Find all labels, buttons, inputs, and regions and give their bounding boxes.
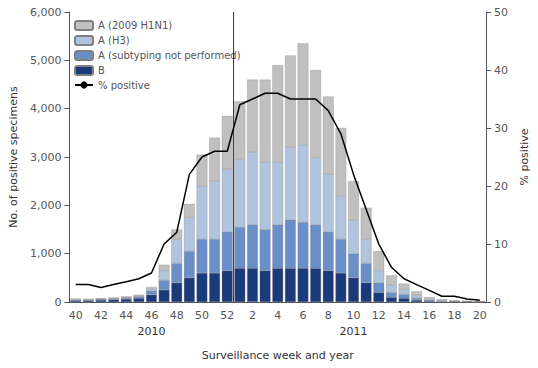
svg-text:5,000: 5,000 (30, 54, 62, 67)
svg-text:2011: 2011 (340, 325, 368, 338)
svg-text:1,000: 1,000 (30, 247, 62, 260)
svg-text:3,000: 3,000 (30, 151, 62, 164)
svg-text:10: 10 (494, 238, 508, 251)
svg-text:40: 40 (69, 309, 83, 322)
svg-text:50: 50 (494, 6, 508, 19)
svg-text:48: 48 (170, 309, 184, 322)
svg-text:8: 8 (325, 309, 332, 322)
svg-text:B: B (98, 65, 105, 76)
svg-text:6: 6 (300, 309, 307, 322)
svg-text:A (2009 H1N1): A (2009 H1N1) (98, 20, 172, 31)
svg-text:20: 20 (494, 180, 508, 193)
svg-text:Surveillance week and year: Surveillance week and year (202, 349, 355, 362)
svg-text:4,000: 4,000 (30, 102, 62, 115)
svg-text:No. of positive specimens: No. of positive specimens (7, 86, 20, 228)
svg-text:6,000: 6,000 (30, 6, 62, 19)
svg-text:18: 18 (448, 309, 462, 322)
svg-text:A (subtyping not performed): A (subtyping not performed) (98, 50, 241, 61)
svg-text:0: 0 (494, 296, 501, 309)
svg-text:4: 4 (274, 309, 281, 322)
svg-text:42: 42 (94, 309, 108, 322)
svg-text:50: 50 (195, 309, 209, 322)
svg-text:10: 10 (347, 309, 361, 322)
svg-text:2: 2 (249, 309, 256, 322)
svg-text:2,000: 2,000 (30, 199, 62, 212)
svg-text:A (H3): A (H3) (98, 35, 130, 46)
svg-text:0: 0 (54, 296, 61, 309)
svg-text:52: 52 (220, 309, 234, 322)
svg-text:% positive: % positive (518, 128, 531, 185)
svg-text:30: 30 (494, 122, 508, 135)
svg-text:2010: 2010 (137, 325, 165, 338)
svg-text:46: 46 (144, 309, 158, 322)
svg-text:40: 40 (494, 64, 508, 77)
svg-text:16: 16 (422, 309, 436, 322)
svg-text:20: 20 (473, 309, 487, 322)
svg-text:12: 12 (372, 309, 386, 322)
svg-text:14: 14 (397, 309, 411, 322)
svg-text:44: 44 (119, 309, 133, 322)
svg-text:% positive: % positive (98, 80, 150, 91)
